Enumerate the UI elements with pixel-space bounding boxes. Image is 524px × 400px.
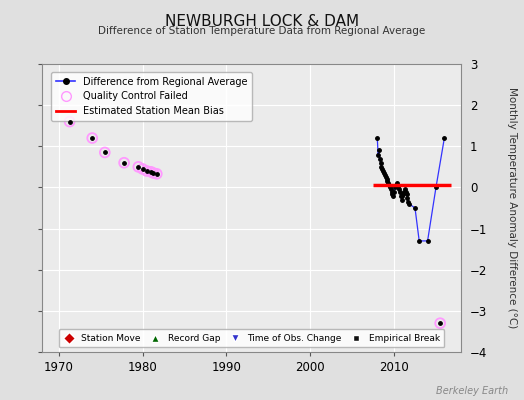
Point [152, 171, 161, 177]
Point [147, 168, 155, 175]
Text: Difference of Station Temperature Data from Regional Average: Difference of Station Temperature Data f… [99, 26, 425, 36]
Point [149, 170, 158, 176]
Point [101, 149, 109, 156]
Point [134, 164, 143, 170]
Point [66, 118, 74, 125]
Point [149, 170, 158, 176]
Point [101, 149, 109, 156]
Point [88, 135, 96, 141]
Point [120, 160, 128, 166]
Point [138, 166, 147, 172]
Point [66, 118, 74, 125]
Point [134, 164, 143, 170]
Point [120, 160, 128, 166]
Text: Berkeley Earth: Berkeley Earth [436, 386, 508, 396]
Y-axis label: Monthly Temperature Anomaly Difference (°C): Monthly Temperature Anomaly Difference (… [507, 87, 517, 329]
Point [436, 320, 444, 326]
Legend: Station Move, Record Gap, Time of Obs. Change, Empirical Break: Station Move, Record Gap, Time of Obs. C… [59, 330, 444, 348]
Point [152, 171, 161, 177]
Text: NEWBURGH LOCK & DAM: NEWBURGH LOCK & DAM [165, 14, 359, 29]
Point [143, 168, 151, 174]
Point [138, 166, 147, 172]
Point [88, 135, 96, 141]
Point [436, 320, 444, 326]
Point [143, 168, 151, 174]
Point [147, 168, 155, 175]
